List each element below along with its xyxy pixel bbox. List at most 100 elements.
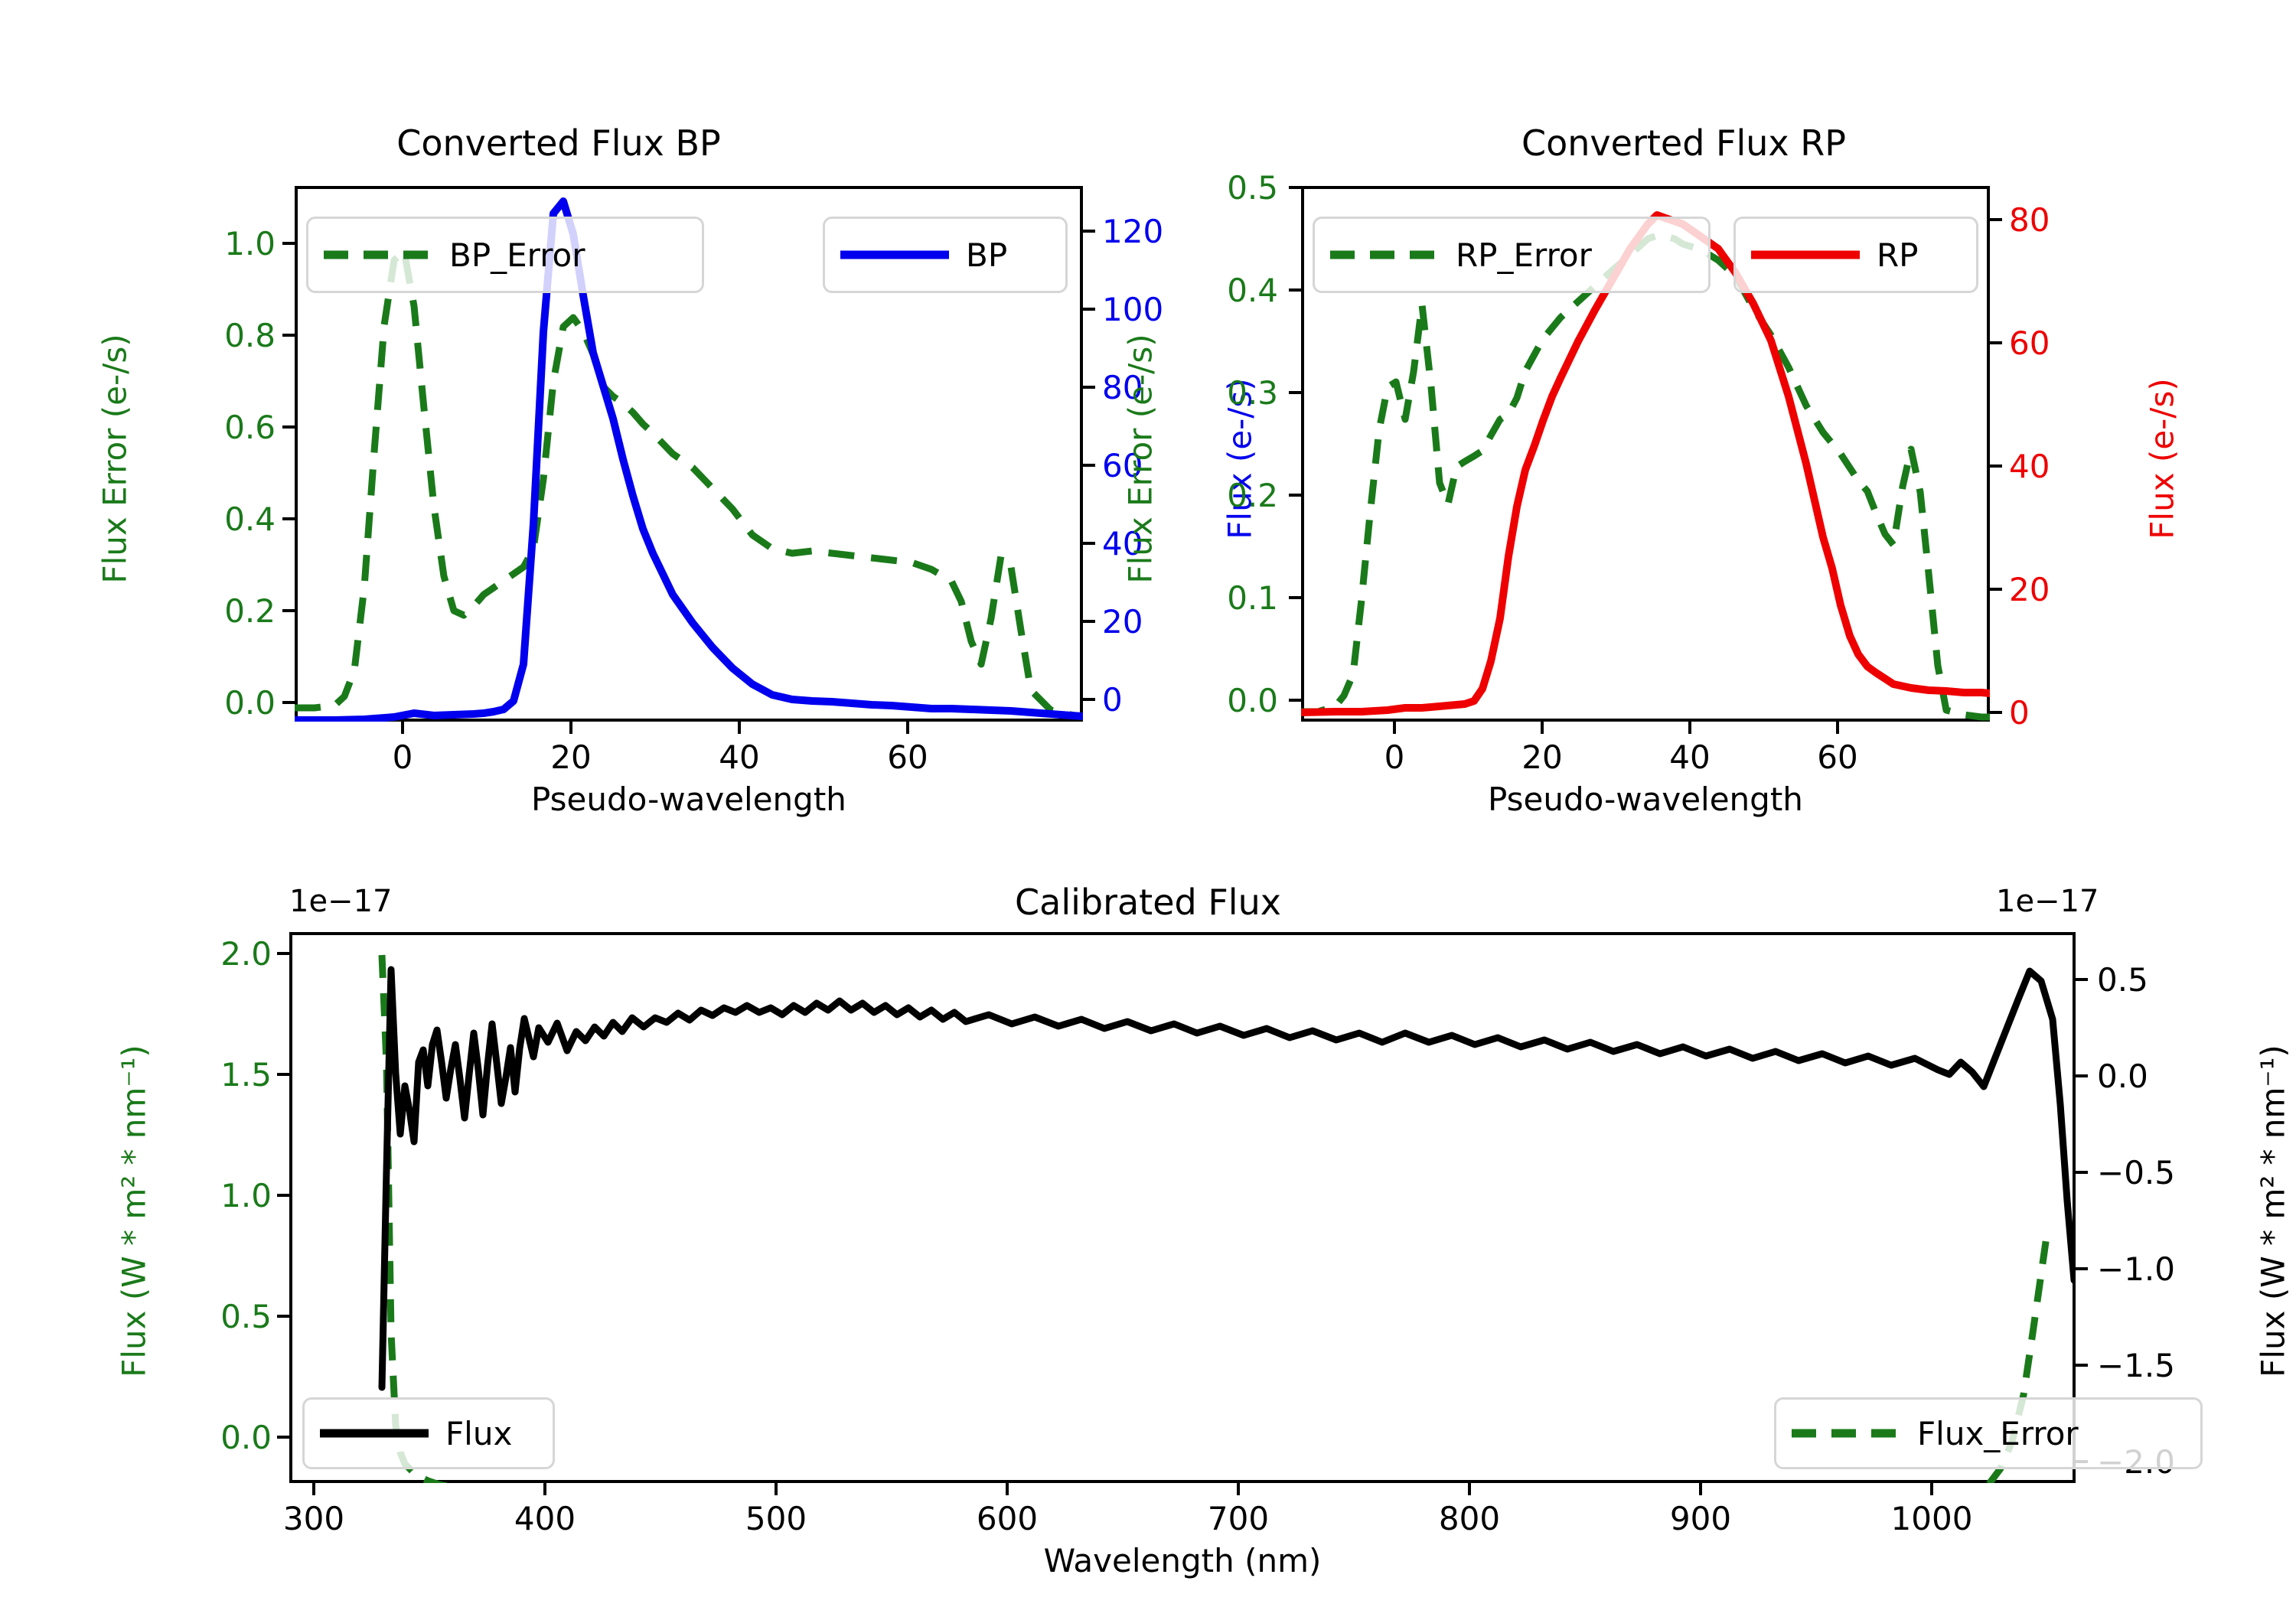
subplot-converted-flux-bp: Converted Flux BP 1.0 0.8 0.6 0.4 0.2 0.… [0, 0, 1259, 818]
calibrated-xtick-mark [775, 1483, 778, 1495]
rp-xlabel: Pseudo-wavelength [1488, 781, 1803, 818]
bp-error-legend-label: BP_Error [449, 236, 585, 274]
calibrated-ytick-right-4: −1.5 [2097, 1347, 2175, 1384]
rp-xtick-3: 60 [1817, 738, 1858, 776]
bp-ytick-left-0: 1.0 [224, 225, 276, 262]
flux-legend[interactable]: Flux [302, 1397, 555, 1469]
rp-ytick-left-0: 0.5 [1227, 169, 1278, 207]
rp-ytick-mark-right [1990, 588, 2002, 591]
rp-xtick-mark [1393, 722, 1396, 734]
calibrated-ytick-mark-left [277, 1194, 289, 1197]
calibrated-xtick-2: 500 [745, 1500, 807, 1537]
rp-ytick-mark-left [1289, 186, 1301, 189]
rp-ytick-left-2: 0.3 [1227, 374, 1278, 412]
bp-ytick-right-6: 0 [1102, 681, 1123, 719]
calibrated-ytick-left-3: 0.5 [220, 1298, 272, 1335]
bp-ytick-right-1: 100 [1102, 291, 1164, 328]
calibrated-ytick-left-4: 0.0 [220, 1419, 272, 1456]
calibrated-xtick-5: 800 [1438, 1500, 1501, 1537]
bp-legend-line [840, 250, 949, 259]
bp-xtick-0: 0 [392, 738, 413, 776]
calibrated-plot-title: Calibrated Flux [1015, 882, 1281, 923]
rp-error-legend-line [1330, 250, 1439, 259]
bp-legend[interactable]: BP [823, 217, 1068, 293]
rp-ytick-mark-right [1990, 464, 2002, 468]
rp-plot-title: Converted Flux RP [1521, 122, 1846, 164]
rp-ytick-left-5: 0.0 [1227, 682, 1278, 719]
calibrated-ytick-right-3: −1.0 [2097, 1250, 2175, 1288]
calibrated-ytick-mark-right [2076, 1171, 2088, 1174]
calibrated-ytick-mark-right [2076, 1267, 2088, 1270]
bp-flux-curve [295, 197, 1083, 722]
bp-ytick-right-4: 40 [1102, 525, 1143, 562]
rp-ytick-right-2: 40 [2009, 448, 2050, 485]
rp-legend-line [1751, 250, 1860, 259]
calibrated-xlabel: Wavelength (nm) [1043, 1542, 1322, 1579]
calibrated-xtick-6: 900 [1669, 1500, 1732, 1537]
calibrated-ytick-right-2: −0.5 [2097, 1154, 2175, 1191]
calibrated-xtick-mark [1006, 1483, 1009, 1495]
flux-legend-line [320, 1429, 429, 1438]
calibrated-ytick-mark-left [277, 952, 289, 955]
bp-ytick-mark-left [282, 609, 295, 612]
bp-ytick-mark-right [1083, 620, 1095, 623]
rp-error-legend-label: RP_Error [1456, 236, 1592, 274]
bp-ytick-mark-left [282, 242, 295, 245]
flux-error-legend[interactable]: Flux_Error [1774, 1397, 2203, 1469]
bp-ytick-left-4: 0.2 [224, 592, 276, 630]
bp-error-legend-line [324, 250, 432, 259]
bp-plot-title: Converted Flux BP [396, 122, 721, 164]
rp-ytick-left-1: 0.4 [1227, 272, 1278, 309]
rp-ytick-mark-left [1289, 699, 1301, 702]
rp-error-legend[interactable]: RP_Error [1313, 217, 1711, 293]
bp-ytick-mark-left [282, 701, 295, 704]
calibrated-xtick-mark [312, 1483, 315, 1495]
bp-ytick-mark-right [1083, 698, 1095, 701]
calibrated-axes-frame [289, 932, 2076, 1483]
rp-ytick-mark-left [1289, 391, 1301, 394]
bp-ytick-left-1: 0.8 [224, 317, 276, 354]
rp-xtick-0: 0 [1384, 738, 1405, 776]
calibrated-xtick-mark [1237, 1483, 1240, 1495]
calibrated-ytick-mark-right [2076, 1364, 2088, 1367]
calibrated-ytick-left-1: 1.5 [220, 1056, 272, 1094]
bp-ytick-left-3: 0.4 [224, 500, 276, 538]
calibrated-ytick-mark-left [277, 1436, 289, 1439]
bp-xtick-mark [401, 722, 404, 734]
rp-ytick-right-0: 80 [2009, 201, 2050, 239]
calibrated-xtick-mark [543, 1483, 546, 1495]
rp-xtick-mark [1688, 722, 1691, 734]
calibrated-right-offset-label: 1e−17 [1996, 884, 2099, 919]
bp-xtick-mark [906, 722, 909, 734]
subplot-calibrated-flux: Calibrated Flux 1e−17 1e−17 2.0 1.5 1.0 … [0, 811, 2296, 1607]
bp-xtick-2: 40 [719, 738, 760, 776]
rp-ytick-right-1: 60 [2009, 324, 2050, 362]
calibrated-ytick-mark-right [2076, 1074, 2088, 1077]
calibrated-xtick-mark [1468, 1483, 1471, 1495]
bp-xlabel: Pseudo-wavelength [531, 781, 846, 818]
calibrated-ytick-right-1: 0.0 [2097, 1058, 2148, 1095]
bp-curves [295, 197, 1083, 722]
calibrated-xtick-1: 400 [514, 1500, 576, 1537]
flux-error-legend-line [1792, 1429, 1900, 1438]
rp-error-curve [1301, 232, 1990, 721]
rp-ytick-mark-left [1289, 288, 1301, 292]
rp-legend-label: RP [1877, 236, 1919, 274]
bp-ytick-right-0: 120 [1102, 213, 1164, 250]
bp-legend-label: BP [966, 236, 1008, 274]
bp-ytick-right-5: 20 [1102, 603, 1143, 641]
bp-error-legend[interactable]: BP_Error [306, 217, 704, 293]
bp-xtick-1: 20 [550, 738, 592, 776]
rp-ytick-mark-right [1990, 218, 2002, 221]
rp-legend[interactable]: RP [1733, 217, 1978, 293]
bp-xtick-mark [569, 722, 572, 734]
calibrated-ytick-right-0: 0.5 [2097, 961, 2148, 999]
calibrated-xtick-7: 1000 [1890, 1500, 1973, 1537]
bp-ytick-mark-left [282, 517, 295, 520]
bp-ytick-mark-right [1083, 542, 1095, 545]
bp-ytick-mark-left [282, 334, 295, 337]
calibrated-ytick-left-2: 1.0 [220, 1177, 272, 1214]
rp-xtick-2: 40 [1669, 738, 1711, 776]
flux-error-legend-label: Flux_Error [1917, 1414, 2079, 1452]
